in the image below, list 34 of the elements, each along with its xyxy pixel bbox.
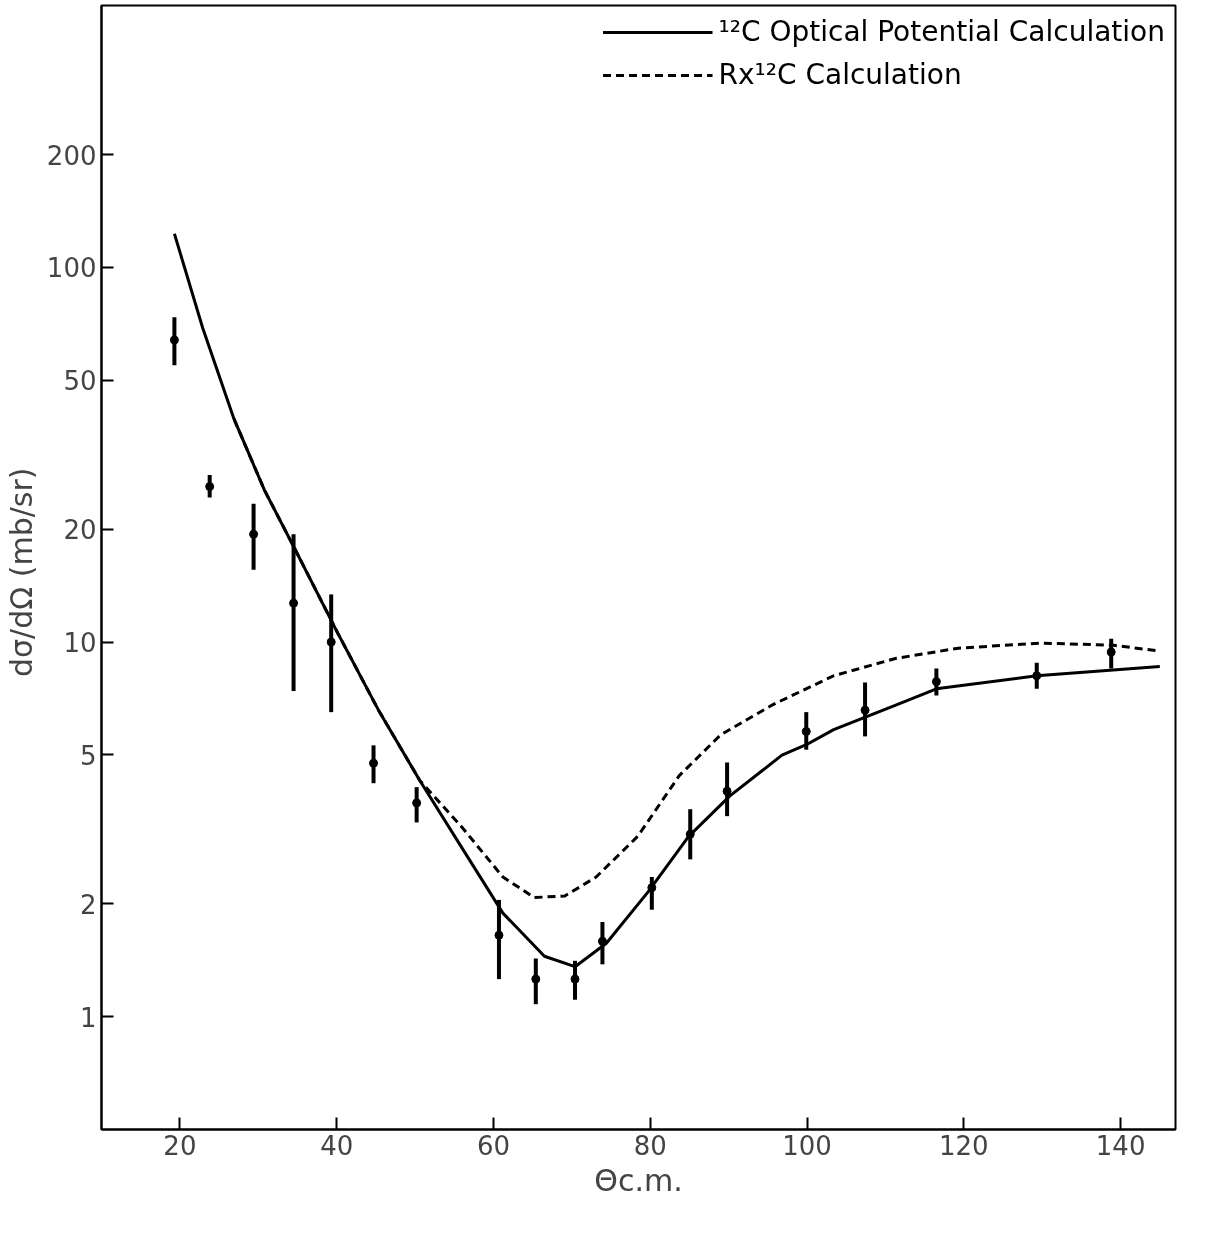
- y-tick-label: 1: [79, 1002, 97, 1033]
- point: [722, 786, 732, 796]
- y-tick-label: 20: [63, 515, 97, 546]
- x-tick-label: 60: [476, 1130, 511, 1161]
- point: [369, 758, 379, 768]
- point: [412, 798, 422, 808]
- y-tick-label: 100: [46, 253, 97, 284]
- point: [326, 637, 336, 647]
- point: [289, 598, 299, 608]
- point: [494, 930, 504, 940]
- y-tick-label: 5: [79, 740, 97, 771]
- y-tick-label: 200: [46, 140, 97, 171]
- x-tick-label: 100: [782, 1130, 832, 1161]
- point: [860, 705, 870, 715]
- x-axis-title: Θc.m.: [594, 1162, 683, 1198]
- x-tick-label: 120: [939, 1130, 989, 1161]
- legend-label: Rx¹²C Calculation: [718, 58, 962, 91]
- x-tick-label: 40: [320, 1130, 354, 1161]
- point: [169, 335, 179, 345]
- x-tick-label: 20: [163, 1130, 197, 1161]
- x-tick-label: 80: [633, 1130, 667, 1161]
- point: [531, 974, 541, 984]
- legend-label: ¹²C Optical Potential Calculation: [718, 15, 1165, 48]
- point: [205, 482, 215, 492]
- y-tick-label: 50: [63, 366, 97, 397]
- y-axis-title: dσ/dΩ (mb/sr): [3, 467, 39, 677]
- y-tick-label: 2: [79, 889, 97, 920]
- x-tick-label: 140: [1095, 1130, 1146, 1161]
- point: [570, 974, 580, 984]
- point: [801, 727, 811, 737]
- point: [931, 677, 941, 687]
- y-tick-label: 10: [63, 628, 97, 659]
- point: [249, 529, 259, 539]
- point: [1106, 647, 1116, 657]
